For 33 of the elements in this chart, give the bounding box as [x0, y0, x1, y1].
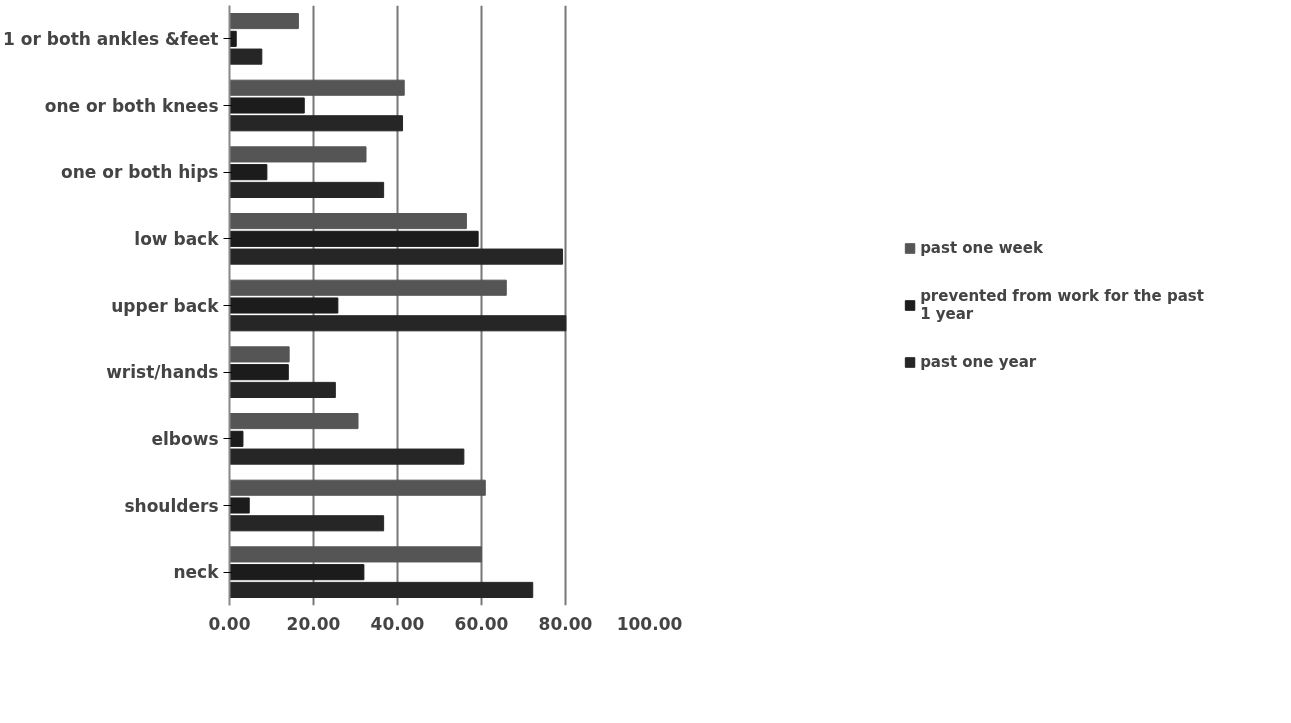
bar — [229, 164, 268, 181]
y-tick-label: neck — [173, 562, 220, 583]
bar — [229, 13, 299, 30]
legend-label: past one week — [920, 239, 1043, 257]
x-tick-label: 0.00 — [208, 613, 251, 634]
bar — [229, 279, 507, 296]
x-tick-label: 20.00 — [286, 613, 341, 634]
bar — [229, 364, 289, 381]
bar — [229, 181, 385, 198]
bar — [229, 346, 290, 363]
y-tick-label: one or both hips — [61, 162, 219, 183]
y-tick-label: wrist/hands — [106, 362, 219, 383]
bar — [229, 413, 359, 430]
legend-label: prevented from work for the past 1 year — [920, 287, 1204, 323]
x-tick-label: 80.00 — [538, 613, 593, 634]
y-tick-label: upper back — [111, 295, 220, 316]
bar — [229, 546, 482, 563]
bar — [229, 213, 467, 230]
y-tick-label: 1 or both ankles &feet — [3, 28, 219, 49]
bar — [229, 479, 486, 496]
y-tick-label: elbows — [151, 428, 219, 449]
x-tick-label: 60.00 — [454, 613, 509, 634]
legend-label: past one year — [920, 353, 1037, 371]
bar — [229, 581, 534, 598]
x-tick-label: 100.00 — [616, 613, 683, 634]
y-tick-label: one or both knees — [44, 95, 219, 116]
y-tick-label: low back — [134, 228, 220, 249]
bar — [229, 146, 367, 163]
bar — [229, 381, 336, 398]
y-tick-label: shoulders — [124, 495, 219, 516]
bar — [229, 79, 405, 96]
x-tick-label: 40.00 — [370, 613, 425, 634]
bar — [229, 564, 365, 581]
